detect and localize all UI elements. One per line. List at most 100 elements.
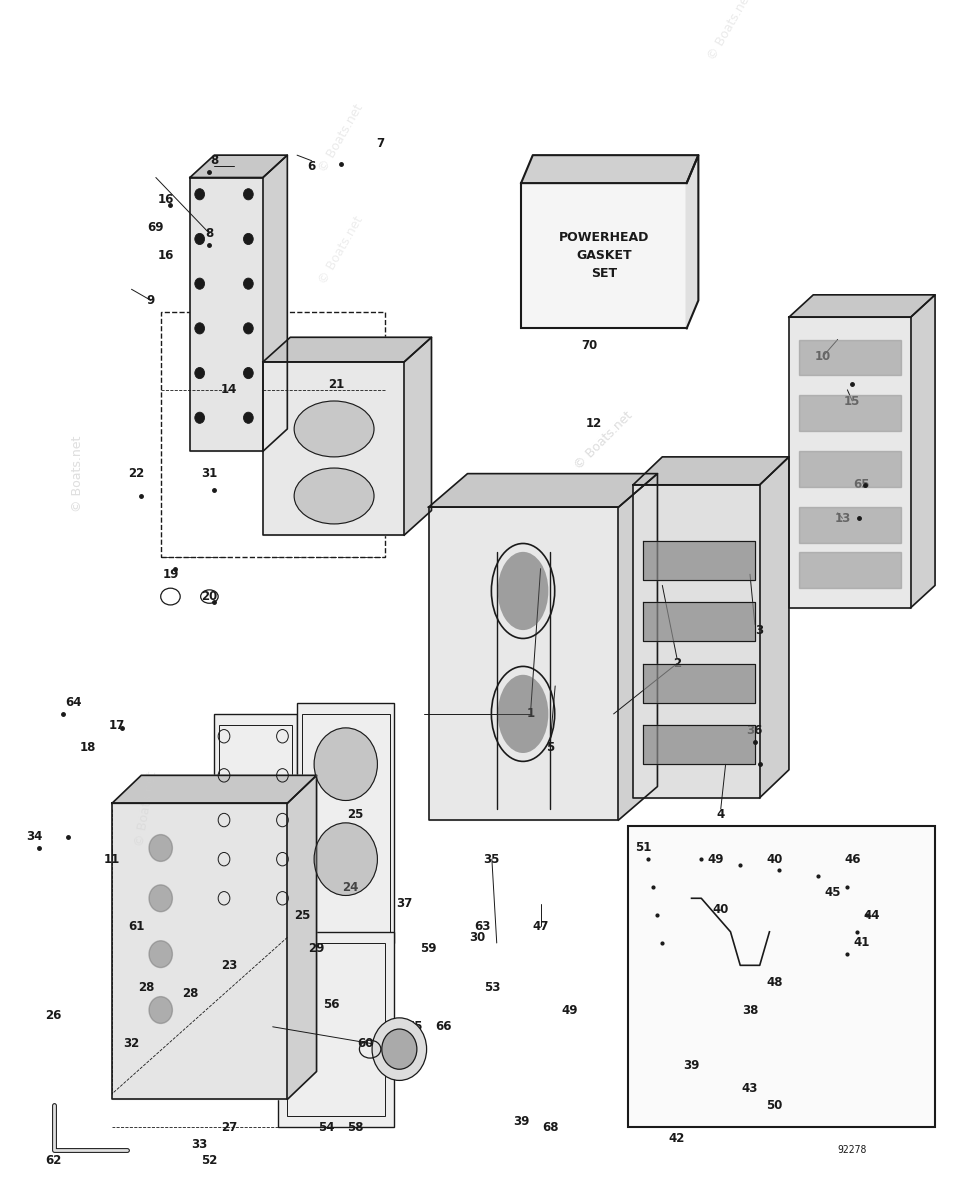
Polygon shape — [799, 508, 901, 542]
Text: 70: 70 — [581, 338, 597, 352]
Circle shape — [195, 412, 205, 424]
Text: 36: 36 — [747, 724, 763, 737]
Text: 49: 49 — [708, 853, 724, 865]
Text: 40: 40 — [767, 853, 782, 865]
Text: 14: 14 — [221, 383, 237, 396]
Text: 33: 33 — [192, 1138, 207, 1151]
Text: 35: 35 — [484, 853, 500, 865]
Text: © Boats.net: © Boats.net — [71, 436, 85, 512]
Polygon shape — [263, 337, 431, 362]
Text: 7: 7 — [376, 138, 384, 150]
Circle shape — [244, 323, 253, 334]
Polygon shape — [789, 295, 935, 317]
Polygon shape — [643, 725, 755, 764]
Text: 22: 22 — [129, 467, 144, 480]
Polygon shape — [799, 396, 901, 431]
Bar — [521, 184, 687, 329]
Text: 49: 49 — [562, 1003, 578, 1016]
Text: 64: 64 — [65, 696, 81, 709]
Text: 47: 47 — [533, 919, 548, 932]
Text: © Boats.net: © Boats.net — [317, 102, 365, 175]
Text: 53: 53 — [484, 982, 500, 994]
Text: 16: 16 — [158, 250, 173, 263]
Text: 67: 67 — [411, 1043, 427, 1056]
Text: 18: 18 — [80, 740, 95, 754]
Text: 92278: 92278 — [838, 1145, 867, 1154]
Ellipse shape — [498, 674, 548, 754]
Circle shape — [244, 367, 253, 379]
Polygon shape — [633, 485, 760, 798]
Polygon shape — [190, 155, 287, 178]
Text: 60: 60 — [357, 1037, 373, 1050]
Bar — [628, 826, 935, 1127]
Polygon shape — [521, 155, 698, 184]
Polygon shape — [429, 474, 657, 508]
Circle shape — [195, 188, 205, 200]
Text: 54: 54 — [318, 1121, 334, 1134]
Ellipse shape — [314, 823, 377, 895]
Text: 46: 46 — [844, 853, 860, 865]
Text: 17: 17 — [109, 719, 125, 732]
Polygon shape — [429, 508, 618, 820]
Polygon shape — [404, 337, 431, 535]
Circle shape — [244, 278, 253, 289]
Polygon shape — [789, 317, 911, 607]
Text: 20: 20 — [202, 590, 217, 604]
Text: 25: 25 — [348, 808, 363, 821]
Circle shape — [149, 834, 172, 862]
Polygon shape — [287, 775, 317, 1099]
Text: 48: 48 — [767, 976, 782, 989]
Text: 29: 29 — [309, 942, 324, 955]
Text: 28: 28 — [182, 986, 198, 1000]
Circle shape — [244, 188, 253, 200]
Circle shape — [149, 997, 172, 1024]
Text: 1: 1 — [527, 707, 535, 720]
Text: 10: 10 — [815, 350, 831, 362]
Text: 4: 4 — [717, 808, 725, 821]
Text: 37: 37 — [396, 898, 412, 911]
Text: 66: 66 — [435, 1020, 451, 1033]
Ellipse shape — [294, 468, 374, 524]
Text: © Boats.net: © Boats.net — [573, 408, 635, 472]
Text: 69: 69 — [148, 221, 164, 234]
Polygon shape — [618, 474, 657, 820]
Circle shape — [149, 941, 172, 967]
Text: 55: 55 — [406, 1020, 422, 1033]
Text: 39: 39 — [513, 1115, 529, 1128]
Text: 61: 61 — [129, 919, 144, 932]
Text: 44: 44 — [864, 908, 880, 922]
Bar — [219, 725, 292, 926]
Text: 26: 26 — [46, 1009, 61, 1022]
Circle shape — [149, 884, 172, 912]
Text: 45: 45 — [825, 886, 841, 899]
Circle shape — [195, 233, 205, 245]
Circle shape — [195, 278, 205, 289]
Bar — [297, 703, 394, 943]
Text: 15: 15 — [844, 395, 860, 408]
Text: 41: 41 — [854, 936, 870, 949]
Text: © Boats.net: © Boats.net — [71, 436, 85, 512]
Text: © Boats.net: © Boats.net — [706, 0, 755, 62]
Text: 56: 56 — [323, 998, 339, 1010]
Text: 63: 63 — [474, 919, 490, 932]
Ellipse shape — [498, 552, 548, 630]
Circle shape — [382, 1030, 417, 1069]
Polygon shape — [112, 803, 287, 1099]
Polygon shape — [911, 295, 935, 607]
Text: © Boats.net: © Boats.net — [573, 408, 635, 472]
Text: 8: 8 — [210, 155, 218, 167]
Text: 62: 62 — [46, 1154, 61, 1168]
Text: 43: 43 — [742, 1081, 758, 1094]
Text: 11: 11 — [104, 853, 120, 865]
Text: 58: 58 — [348, 1121, 363, 1134]
Polygon shape — [643, 664, 755, 703]
Text: 23: 23 — [221, 959, 237, 972]
Text: 25: 25 — [294, 908, 310, 922]
Polygon shape — [760, 457, 789, 798]
Bar — [302, 714, 390, 932]
Text: 31: 31 — [202, 467, 217, 480]
Text: 2: 2 — [673, 658, 681, 670]
Text: 34: 34 — [26, 830, 42, 844]
Text: 28: 28 — [138, 982, 154, 994]
Text: 19: 19 — [163, 568, 178, 581]
